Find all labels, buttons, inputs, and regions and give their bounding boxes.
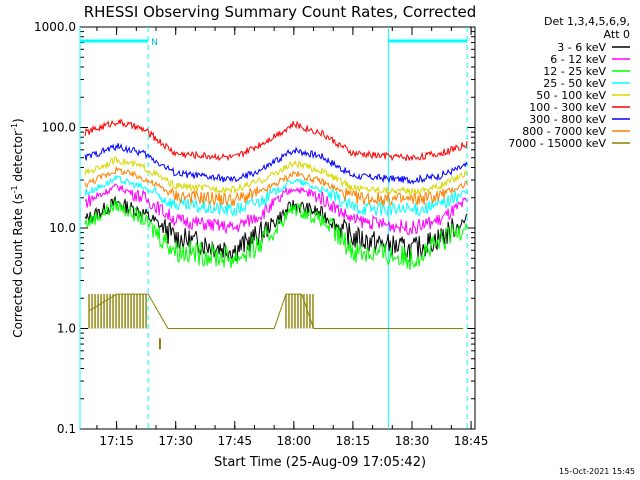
- legend-label: 7000 - 15000 keV: [508, 137, 606, 150]
- x-axis-label: Start Time (25-Aug-09 17:05:42): [214, 455, 426, 470]
- series-line: [84, 118, 468, 162]
- x-tick-label: 18:00: [277, 434, 312, 448]
- x-tick-label: 17:30: [158, 434, 193, 448]
- legend-header-line2: Att 0: [604, 28, 630, 41]
- y-axis: 0.1 1.0 10.0 100.0 1000.0: [34, 20, 475, 436]
- x-tick-label: 18:30: [395, 434, 430, 448]
- legend-label: 12 - 25 keV: [543, 65, 606, 78]
- att-comb: [88, 294, 314, 350]
- x-axis: 17:15 17:30 17:45 18:00 18:15 18:30 18:45: [96, 27, 489, 448]
- y-tick-label: 1000.0: [34, 20, 76, 34]
- legend-label: 800 - 7000 keV: [522, 125, 606, 138]
- y-tick-label: 100.0: [42, 121, 76, 135]
- legend-label: 100 - 300 keV: [529, 101, 606, 114]
- night-marker-label: N: [151, 38, 158, 48]
- x-tick-label: 17:45: [217, 434, 252, 448]
- x-tick-label: 18:15: [336, 434, 371, 448]
- y-tick-label: 0.1: [57, 422, 76, 436]
- series-line: [84, 156, 468, 196]
- series-line: [84, 183, 468, 235]
- series-line: [84, 199, 468, 271]
- legend-label: 50 - 100 keV: [536, 89, 606, 102]
- legend-header-line1: Det 1,3,4,5,6,9,: [544, 15, 630, 28]
- x-tick-label: 18:45: [454, 434, 489, 448]
- y-tick-label: 1.0: [57, 322, 76, 336]
- timestamp: 15-Oct-2021 15:45: [559, 467, 635, 476]
- legend-label: 300 - 800 keV: [529, 113, 606, 126]
- x-tick-label: 17:15: [99, 434, 134, 448]
- legend-label: 25 - 50 keV: [543, 77, 606, 90]
- series-layer: [84, 118, 468, 350]
- y-axis-label: Corrected Count Rate (s-1 detector-1): [10, 118, 25, 337]
- legend-label: 6 - 12 keV: [550, 53, 606, 66]
- series-line: [88, 293, 464, 329]
- series-line: [84, 166, 468, 207]
- series-line: [84, 143, 468, 185]
- legend-label: 3 - 6 keV: [557, 41, 606, 54]
- y-tick-label: 10.0: [49, 221, 76, 235]
- series-line: [84, 174, 468, 218]
- chart-title: RHESSI Observing Summary Count Rates, Co…: [84, 3, 477, 21]
- series-line: [84, 195, 468, 262]
